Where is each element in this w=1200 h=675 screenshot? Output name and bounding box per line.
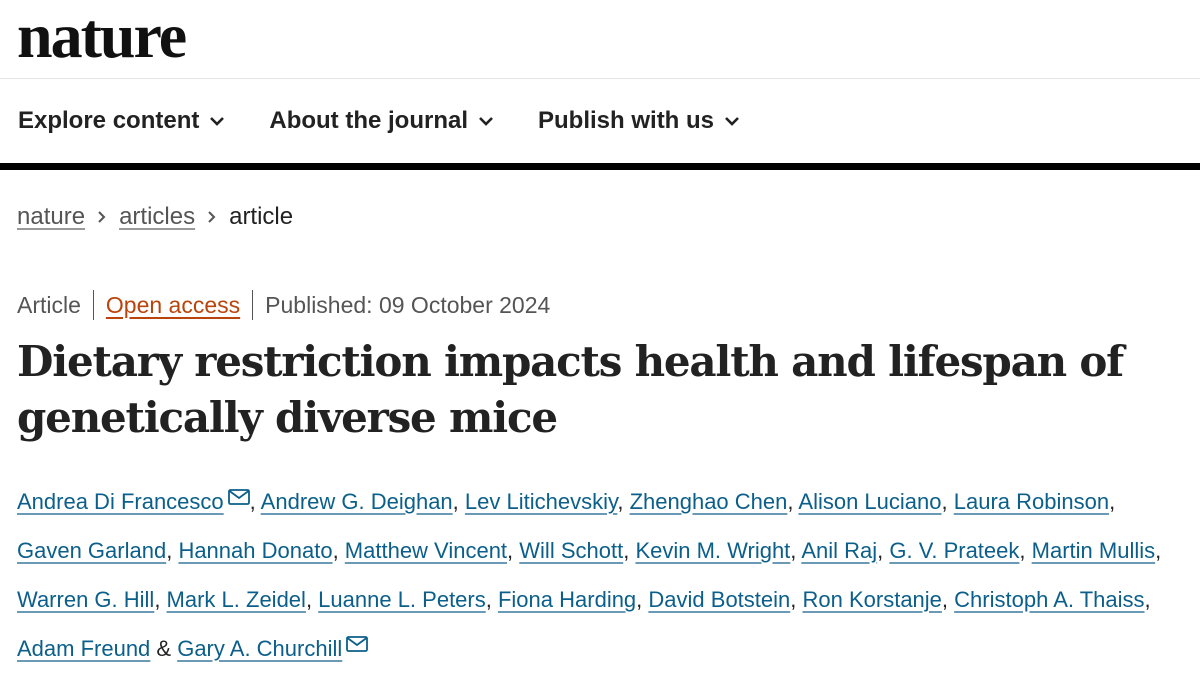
author-separator: , bbox=[1109, 489, 1116, 514]
nav-label: About the journal bbox=[269, 107, 469, 134]
meta-divider bbox=[252, 290, 254, 320]
nav-publish-with-us[interactable]: Publish with us bbox=[538, 107, 740, 135]
breadcrumb-nature[interactable]: nature bbox=[17, 203, 86, 230]
author-link[interactable]: Christoph A. Thaiss bbox=[954, 587, 1145, 612]
author-separator: , bbox=[941, 587, 955, 612]
author-link[interactable]: Mark L. Zeidel bbox=[166, 587, 306, 612]
author-link[interactable]: Gaven Garland bbox=[17, 538, 167, 563]
author-separator: , bbox=[790, 538, 802, 563]
open-access-link[interactable]: Open access bbox=[105, 291, 241, 318]
breadcrumb: nature articles article bbox=[17, 203, 293, 231]
author-list: Andrea Di Francesco, Andrew G. Deighan, … bbox=[17, 477, 1182, 673]
author-separator: , bbox=[636, 587, 649, 612]
author-separator: , bbox=[332, 538, 345, 563]
author-link[interactable]: Laura Robinson bbox=[953, 489, 1110, 514]
author-separator: , bbox=[166, 538, 179, 563]
author-separator: , bbox=[787, 489, 799, 514]
article-meta: Article Open access Published: 09 Octobe… bbox=[17, 290, 550, 320]
author-link[interactable]: Fiona Harding bbox=[497, 587, 637, 612]
author-link[interactable]: David Botstein bbox=[648, 587, 791, 612]
article-title: Dietary restriction impacts health and l… bbox=[17, 337, 1124, 442]
author-link[interactable]: Martin Mullis bbox=[1031, 538, 1156, 563]
author-link[interactable]: Kevin M. Wright bbox=[635, 538, 791, 563]
author-link[interactable]: Warren G. Hill bbox=[17, 587, 155, 612]
article-type: Article bbox=[17, 291, 81, 318]
author-separator: , bbox=[249, 489, 261, 514]
author-separator: , bbox=[623, 538, 636, 563]
chevron-down-icon bbox=[210, 117, 225, 126]
author-separator: , bbox=[941, 489, 954, 514]
mail-icon[interactable] bbox=[346, 636, 369, 652]
masthead: nature bbox=[0, 0, 1200, 79]
author-separator: , bbox=[790, 587, 803, 612]
breadcrumb-article: article bbox=[229, 203, 294, 230]
author-link[interactable]: Gary A. Churchill bbox=[177, 636, 343, 661]
nature-logo[interactable]: nature bbox=[17, 0, 187, 71]
author-link[interactable]: Matthew Vincent bbox=[344, 538, 508, 563]
author-link[interactable]: Will Schott bbox=[519, 538, 624, 563]
author-link[interactable]: Luanne L. Peters bbox=[318, 587, 486, 612]
main-nav: Explore content About the journal Publis… bbox=[0, 79, 1200, 170]
author-link[interactable]: G. V. Prateek bbox=[889, 538, 1020, 563]
author-link[interactable]: Anil Raj bbox=[801, 538, 878, 563]
nav-label: Explore content bbox=[18, 107, 200, 134]
author-link[interactable]: Hannah Donato bbox=[178, 538, 333, 563]
author-link[interactable]: Lev Litichevskiy bbox=[464, 489, 618, 514]
author-link[interactable]: Alison Luciano bbox=[798, 489, 942, 514]
author-separator: , bbox=[154, 587, 167, 612]
author-separator: , bbox=[617, 489, 630, 514]
author-separator: , bbox=[452, 489, 465, 514]
mail-icon[interactable] bbox=[227, 489, 250, 505]
chevron-right-icon bbox=[207, 210, 217, 224]
author-separator: , bbox=[507, 538, 520, 563]
chevron-down-icon bbox=[479, 117, 493, 126]
nav-explore-content[interactable]: Explore content bbox=[18, 107, 225, 135]
author-separator: , bbox=[1019, 538, 1032, 563]
meta-divider bbox=[92, 290, 94, 320]
author-link[interactable]: Zhenghao Chen bbox=[629, 489, 788, 514]
author-link[interactable]: Ron Korstanje bbox=[802, 587, 942, 612]
nav-label: Publish with us bbox=[538, 107, 715, 134]
author-link[interactable]: Andrea Di Francesco bbox=[17, 489, 224, 514]
author-separator: , bbox=[1155, 538, 1162, 563]
author-separator: & bbox=[150, 636, 178, 661]
author-separator: , bbox=[1144, 587, 1151, 612]
author-link[interactable]: Adam Freund bbox=[17, 636, 151, 661]
author-separator: , bbox=[305, 587, 319, 612]
breadcrumb-articles[interactable]: articles bbox=[119, 203, 196, 230]
nav-about-journal[interactable]: About the journal bbox=[269, 107, 494, 135]
author-separator: , bbox=[877, 538, 890, 563]
chevron-down-icon bbox=[725, 117, 739, 126]
chevron-right-icon bbox=[97, 210, 107, 224]
author-link[interactable]: Andrew G. Deighan bbox=[260, 489, 453, 514]
author-separator: , bbox=[485, 587, 498, 612]
published-date: Published: 09 October 2024 bbox=[265, 291, 551, 318]
